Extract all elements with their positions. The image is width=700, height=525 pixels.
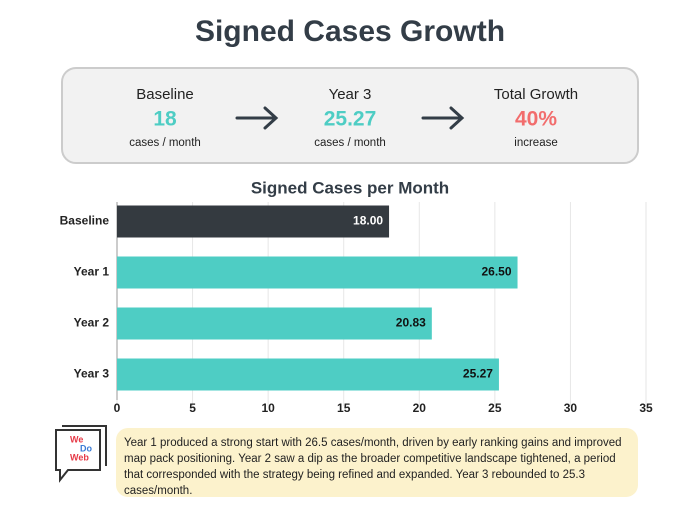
y-tick-label: Year 1 xyxy=(74,265,110,279)
x-tick-label: 5 xyxy=(189,401,196,415)
arrow xyxy=(235,106,465,130)
bar xyxy=(117,358,499,391)
value-label: 25.27 xyxy=(463,367,493,381)
bar xyxy=(117,256,518,289)
summary-unit: cases / month xyxy=(314,137,386,149)
y-tick-label: Year 3 xyxy=(74,367,110,381)
bar xyxy=(117,307,432,340)
value-label: 20.83 xyxy=(396,316,426,330)
chart-title: Signed Cases per Month xyxy=(251,178,449,197)
value-label: 18.00 xyxy=(353,214,383,228)
value-label: 26.50 xyxy=(481,265,511,279)
bar xyxy=(117,205,390,238)
logo xyxy=(55,425,107,483)
note-text: Year 1 produced a strong start with 26.5… xyxy=(116,428,638,497)
x-tick-label: 10 xyxy=(261,401,275,415)
y-tick-label: Year 2 xyxy=(74,316,110,330)
logo-text: Do xyxy=(80,443,92,453)
summary-value: 25.27 xyxy=(324,108,377,131)
y-tick-label: Baseline xyxy=(60,214,110,228)
x-tick-label: 20 xyxy=(413,401,427,415)
x-tick-label: 15 xyxy=(337,401,351,415)
x-tick-label: 35 xyxy=(639,401,653,415)
summary-box xyxy=(61,67,639,164)
x-tick-label: 25 xyxy=(488,401,502,415)
logo-text: Web xyxy=(70,452,89,462)
summary-unit: cases / month xyxy=(129,137,201,149)
x-tick-label: 30 xyxy=(564,401,578,415)
page-title: Signed Cases Growth xyxy=(195,15,505,48)
summary-value: 18 xyxy=(153,108,177,131)
summary-unit: increase xyxy=(514,137,557,149)
logo-text: We xyxy=(70,434,83,444)
summary-label: Total Growth xyxy=(494,86,578,103)
summary-value: 40% xyxy=(515,108,557,131)
x-tick-label: 0 xyxy=(114,401,121,415)
summary-label: Year 3 xyxy=(329,86,372,103)
summary-label: Baseline xyxy=(136,86,194,103)
